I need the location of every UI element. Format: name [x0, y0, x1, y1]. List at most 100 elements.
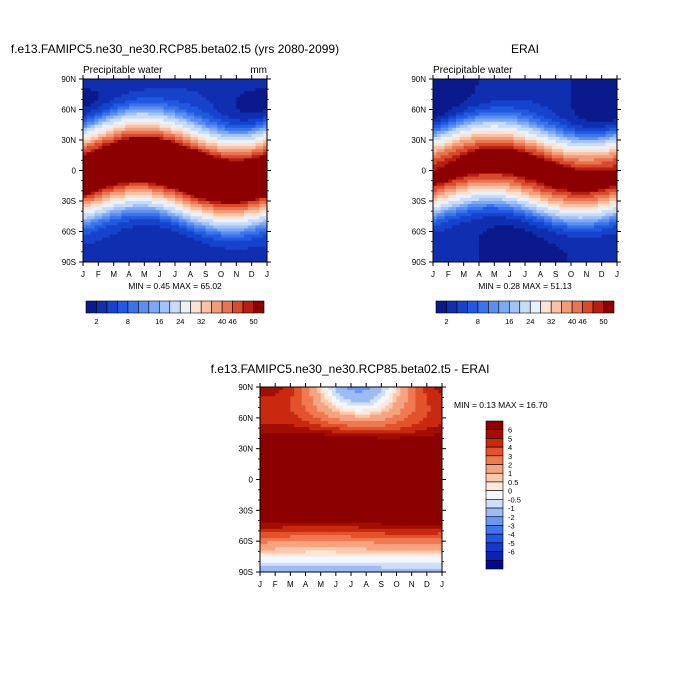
panel-a-cell — [148, 182, 153, 187]
panel-b-cell — [559, 121, 564, 126]
panel-b-cell — [467, 155, 472, 159]
panel-a-cell — [224, 204, 230, 208]
panel-a-cell — [175, 170, 180, 175]
panel-a-cell — [155, 140, 161, 144]
panel-b-stats: MIN = 0.28 MAX = 51.13 — [478, 281, 572, 291]
panel-a-cell — [144, 179, 149, 184]
panel-b-cell — [467, 82, 472, 86]
panel-a-cell — [244, 97, 249, 101]
panel-a-cell — [98, 213, 103, 217]
panel-b-cell — [440, 191, 446, 196]
panel-a-cell — [213, 118, 218, 123]
panel-b-cell — [525, 191, 530, 196]
panel-a-cell — [94, 173, 99, 178]
panel-a-cell — [217, 234, 222, 239]
panel-a-cell — [163, 85, 168, 89]
panel-a-cell — [247, 240, 253, 245]
panel-b-cell — [544, 82, 549, 86]
panel-b-cell — [459, 204, 465, 208]
panel-b-cell — [444, 136, 449, 141]
panel-a-cell — [182, 143, 188, 147]
panel-a-cell — [175, 164, 180, 169]
panel-b-cell — [551, 167, 557, 172]
panel-a-cell — [213, 204, 218, 208]
panel-b-cell — [590, 146, 595, 150]
panel-b-cell — [601, 133, 607, 138]
panel-a-cell — [152, 124, 157, 129]
panel-a-cell — [251, 127, 257, 132]
panel-a-cell — [190, 133, 195, 138]
panel-b-cell — [563, 149, 568, 153]
panel-b-cell — [482, 133, 488, 138]
panel-b-cell — [601, 88, 607, 92]
panel-a-cell — [167, 191, 172, 196]
panel-c-stats: MIN = 0.13 MAX = 16.70 — [454, 400, 548, 410]
panel-a-cell — [221, 100, 226, 104]
panel-b-cell — [582, 161, 587, 165]
panel-a-cell — [251, 240, 257, 245]
panel-b-cell — [444, 155, 449, 159]
panel-a-cell — [125, 97, 130, 101]
panel-a-cell — [171, 88, 176, 92]
panel-a-cell — [167, 237, 172, 242]
panel-a-cell — [136, 249, 142, 254]
panel-a-cell — [232, 109, 237, 114]
panel-a-cell — [175, 112, 180, 117]
panel-a-cell — [113, 127, 119, 132]
panel-a-cell — [186, 88, 191, 92]
panel-a-cell — [86, 146, 92, 150]
panel-b-cell — [471, 204, 476, 208]
panel-b-cell — [525, 173, 530, 178]
panel-b-cell — [528, 130, 534, 135]
panel-a-cell — [106, 115, 111, 120]
panel-b-cell — [574, 152, 580, 156]
panel-a-cell — [263, 231, 267, 236]
panel-b-cell — [463, 188, 469, 193]
panel-b-cell — [456, 185, 461, 190]
panel-b-cell — [505, 155, 511, 159]
panel-b-cell — [559, 130, 564, 135]
panel-a-cell — [178, 249, 184, 254]
panel-b-cell — [448, 182, 453, 187]
panel-a-cell — [117, 115, 122, 120]
panel-a-cell — [113, 158, 119, 162]
panel-b-cell — [502, 106, 507, 111]
panel-a-cell — [255, 155, 260, 159]
panel-b-cell — [551, 149, 557, 153]
panel-a-cell — [217, 237, 222, 242]
panel-b-cell — [601, 103, 607, 108]
panel-a-cell — [155, 231, 161, 236]
panel-a-cell — [221, 152, 226, 156]
panel-a-cell — [224, 94, 230, 98]
panel-a-cell — [163, 197, 168, 202]
panel-a-cell — [182, 133, 188, 138]
panel-a-cell — [83, 246, 88, 251]
panel-a-cell — [83, 170, 88, 175]
panel-b-cell — [479, 164, 484, 169]
panel-b-cell — [536, 173, 541, 178]
panel-b-cell — [563, 170, 568, 175]
panel-a-cell — [129, 127, 134, 132]
panel-b-cell — [494, 91, 499, 95]
panel-a-cell — [175, 201, 180, 205]
panel-a-cell — [194, 182, 199, 187]
panel-a-cell — [190, 115, 195, 120]
panel-b-cell — [436, 201, 442, 205]
panel-b-cell — [525, 97, 530, 101]
panel-a-cell — [106, 164, 111, 169]
panel-a-cell — [247, 97, 253, 101]
panel-b-cell — [494, 103, 499, 108]
panel-a-x-tick-label: J — [173, 270, 177, 279]
panel-b-cell — [528, 167, 534, 172]
panel-a-cell — [148, 124, 153, 129]
panel-a-cell — [221, 234, 226, 239]
panel-a-cell — [129, 258, 134, 262]
panel-a-cell — [121, 255, 126, 260]
panel-b-cell — [440, 124, 446, 129]
panel-a-cell — [232, 152, 237, 156]
panel-a-cell — [144, 173, 149, 178]
panel-b-cell — [440, 91, 446, 95]
panel-a-cell — [171, 207, 176, 211]
panel-a-cell — [83, 118, 88, 123]
